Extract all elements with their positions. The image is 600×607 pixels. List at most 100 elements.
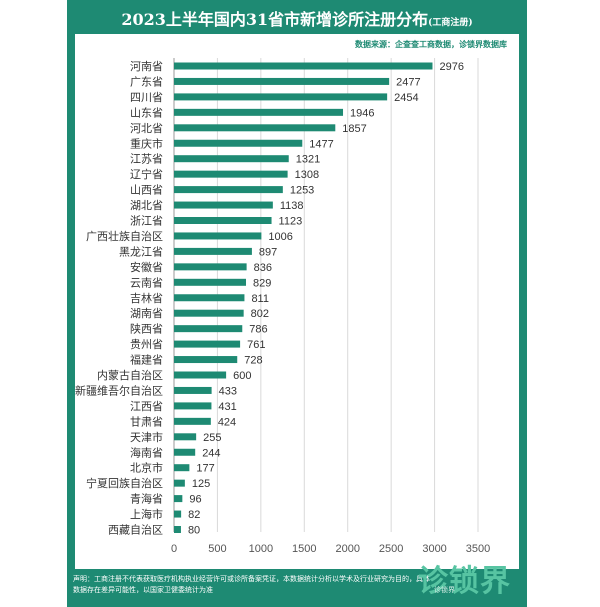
data-label: 829 bbox=[253, 277, 271, 289]
category-label: 广西壮族自治区 bbox=[86, 229, 163, 243]
data-label: 80 bbox=[188, 525, 200, 537]
bar bbox=[174, 263, 247, 271]
bar bbox=[174, 232, 262, 240]
category-label: 西藏自治区 bbox=[108, 523, 163, 537]
category-label: 安徽省 bbox=[130, 260, 163, 274]
logo-subtext: 诊锁界 bbox=[434, 586, 455, 594]
data-label: 1857 bbox=[342, 123, 366, 135]
category-label: 河南省 bbox=[130, 60, 163, 73]
data-label: 1946 bbox=[350, 107, 374, 119]
bar bbox=[174, 77, 390, 85]
brand-logo: 诊锁界 诊锁界 bbox=[418, 556, 518, 600]
data-label: 786 bbox=[249, 324, 267, 336]
data-source: 数据来源：企查查工商数据，诊锁界数据库 bbox=[355, 40, 507, 49]
category-label: 福建省 bbox=[130, 353, 163, 367]
category-label: 吉林省 bbox=[130, 291, 163, 305]
category-label: 云南省 bbox=[130, 276, 163, 289]
chart-panel bbox=[75, 34, 519, 569]
data-label: 600 bbox=[233, 370, 251, 382]
x-tick-label: 2500 bbox=[379, 543, 403, 555]
category-label: 四川省 bbox=[130, 91, 163, 104]
bar bbox=[174, 155, 289, 163]
category-label: 广东省 bbox=[130, 75, 163, 88]
category-label: 河北省 bbox=[130, 122, 163, 135]
data-label: 125 bbox=[192, 478, 210, 490]
data-label: 255 bbox=[203, 432, 221, 444]
bar bbox=[174, 217, 272, 224]
data-label: 897 bbox=[259, 246, 277, 258]
category-label: 浙江省 bbox=[130, 215, 163, 228]
logo-text: 诊锁界 bbox=[418, 564, 511, 599]
bar bbox=[174, 201, 273, 209]
category-label: 山东省 bbox=[130, 106, 163, 119]
category-label: 贵州省 bbox=[130, 338, 163, 351]
category-label: 上海市 bbox=[130, 507, 163, 521]
x-tick-label: 3500 bbox=[466, 543, 490, 555]
bar bbox=[174, 479, 185, 487]
bar bbox=[174, 247, 252, 255]
data-label: 431 bbox=[218, 401, 236, 413]
bar bbox=[174, 186, 283, 194]
title-main: 2023上半年国内31省市新增诊所注册分布 bbox=[121, 10, 429, 29]
data-label: 1253 bbox=[290, 185, 314, 197]
data-label: 424 bbox=[218, 416, 236, 428]
bar bbox=[174, 495, 183, 503]
data-label: 728 bbox=[244, 355, 262, 367]
bar bbox=[174, 371, 227, 379]
x-tick-label: 500 bbox=[208, 543, 226, 555]
data-label: 1006 bbox=[268, 231, 292, 243]
category-label: 江西省 bbox=[130, 400, 163, 413]
category-label: 湖南省 bbox=[130, 307, 163, 320]
bar bbox=[174, 510, 182, 518]
category-label: 北京市 bbox=[130, 461, 163, 475]
data-label: 811 bbox=[251, 293, 269, 305]
bar bbox=[174, 356, 238, 364]
category-label: 山西省 bbox=[130, 184, 163, 197]
category-label: 湖北省 bbox=[130, 199, 163, 212]
bar bbox=[174, 93, 388, 101]
data-label: 2477 bbox=[396, 76, 420, 88]
bar bbox=[174, 325, 243, 333]
bar bbox=[174, 386, 212, 394]
bar bbox=[174, 526, 181, 533]
x-tick-label: 1000 bbox=[249, 543, 273, 555]
bar bbox=[174, 139, 303, 147]
title-note: (工商注册) bbox=[428, 18, 473, 28]
category-label: 甘肃省 bbox=[130, 415, 163, 428]
bar bbox=[174, 340, 241, 348]
bar bbox=[174, 402, 212, 410]
data-label: 177 bbox=[196, 463, 214, 475]
data-label: 1321 bbox=[296, 154, 320, 166]
data-label: 1123 bbox=[279, 216, 303, 228]
bar bbox=[174, 108, 344, 116]
bar bbox=[174, 170, 288, 178]
bar bbox=[174, 433, 197, 441]
bar bbox=[174, 309, 244, 317]
data-label: 2454 bbox=[394, 92, 418, 104]
data-label: 1477 bbox=[309, 138, 333, 150]
data-label: 433 bbox=[219, 385, 237, 397]
data-label: 802 bbox=[251, 308, 269, 320]
category-label: 青海省 bbox=[130, 492, 163, 506]
category-label: 内蒙古自治区 bbox=[97, 368, 163, 382]
category-label: 陕西省 bbox=[130, 322, 163, 336]
bar bbox=[174, 62, 433, 70]
bar bbox=[174, 464, 190, 472]
data-label: 82 bbox=[188, 509, 200, 521]
data-label: 96 bbox=[189, 494, 201, 506]
bar bbox=[174, 124, 336, 132]
bar bbox=[174, 294, 245, 302]
data-label: 1308 bbox=[295, 169, 319, 181]
category-label: 宁夏回族自治区 bbox=[86, 476, 163, 490]
chart-title: 2023上半年国内31省市新增诊所注册分布(工商注册) bbox=[67, 6, 527, 30]
category-label: 辽宁省 bbox=[130, 167, 163, 181]
data-label: 2976 bbox=[439, 61, 463, 73]
x-tick-label: 3000 bbox=[422, 543, 446, 555]
data-label: 761 bbox=[247, 339, 265, 351]
disclaimer-note: 声明：工商注册不代表获取医疗机构执业经营许可或诊所备案凭证，本数据统计分析以学术… bbox=[73, 575, 430, 594]
category-label: 海南省 bbox=[130, 445, 163, 459]
data-label: 244 bbox=[202, 447, 220, 459]
data-label: 1138 bbox=[280, 200, 304, 212]
category-label: 天津市 bbox=[130, 430, 163, 444]
